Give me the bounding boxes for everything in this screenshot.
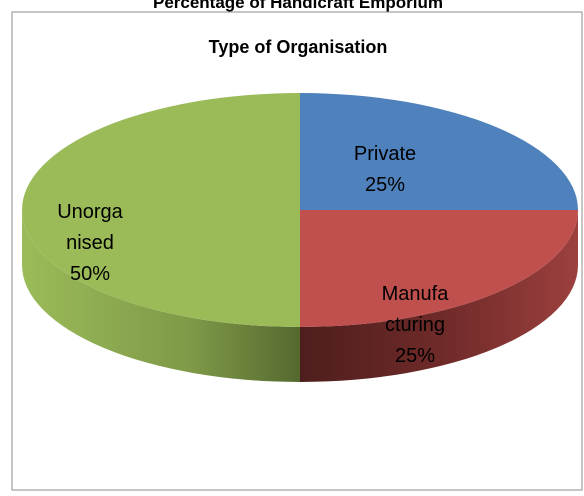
pie-side xyxy=(22,210,300,382)
category-label: Manufa cturing xyxy=(382,283,450,336)
pie-slice xyxy=(300,210,578,327)
labels: Private 25% Manufa cturing 25% Unorga nised 50% xyxy=(57,143,449,367)
value-label: 25% xyxy=(365,174,405,196)
pie-slice xyxy=(300,93,578,210)
pie-side xyxy=(300,210,578,382)
pie xyxy=(22,93,578,382)
category-label: Unorga nised xyxy=(57,201,123,254)
chart-title: Type of Organisation xyxy=(209,37,388,57)
page-header: Percentage of Handicraft Emporium xyxy=(153,0,443,12)
value-label: 50% xyxy=(70,263,110,285)
pie-slice xyxy=(22,93,300,327)
value-label: 25% xyxy=(395,345,435,367)
category-label: Private xyxy=(354,143,416,165)
